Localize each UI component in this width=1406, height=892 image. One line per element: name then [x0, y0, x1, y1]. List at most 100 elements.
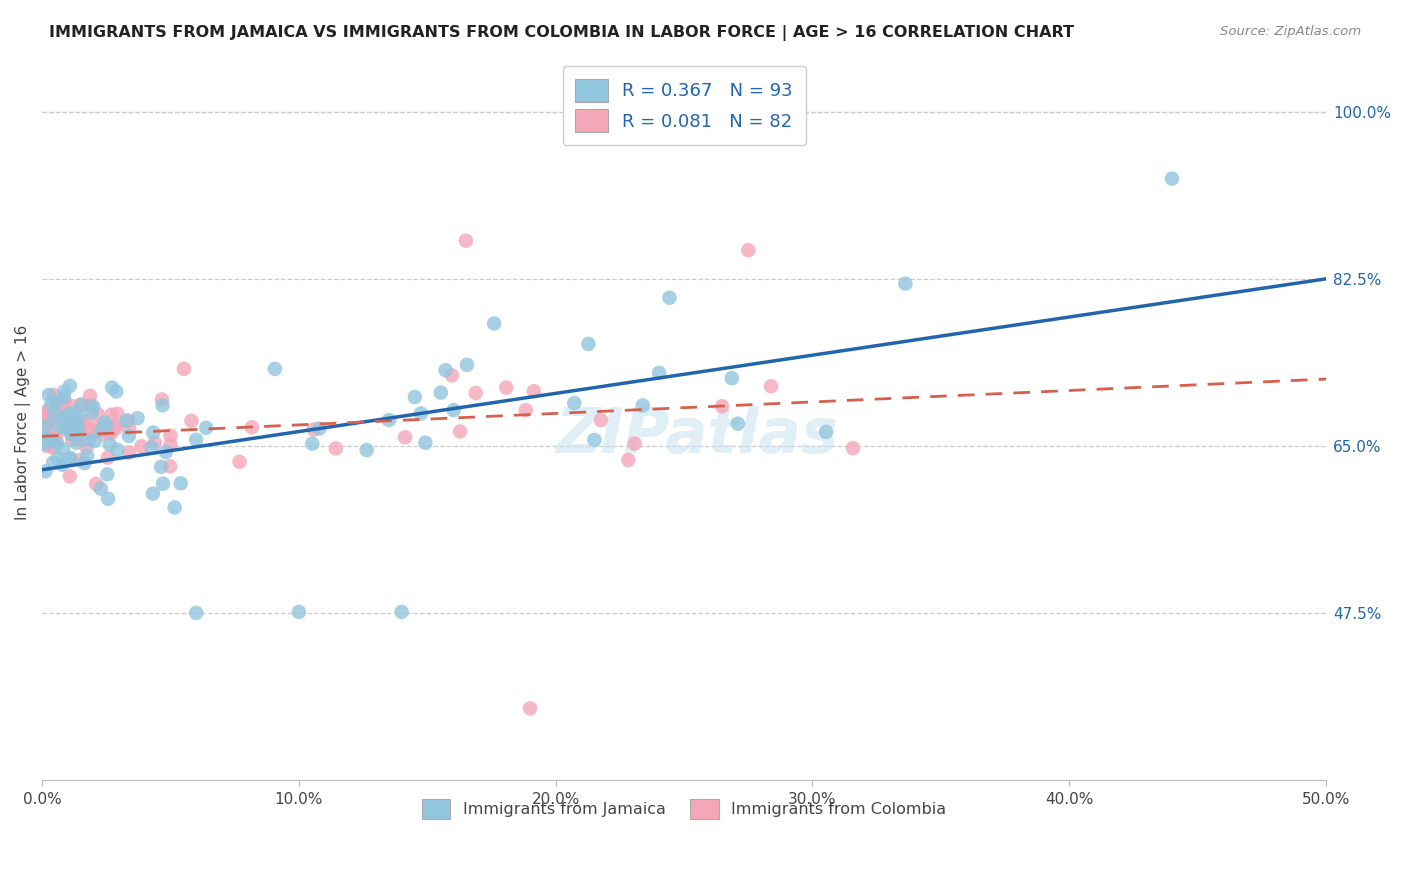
Point: [44, 409, 66, 423]
Point: [51, 458, 73, 472]
Point: [440, 368, 463, 383]
Point: [62, 400, 84, 414]
Point: [39, 413, 62, 427]
Point: [37, 429, 59, 443]
Point: [42, 388, 65, 402]
Point: [45, 395, 67, 409]
Point: [228, 455, 250, 469]
Point: [90, 427, 112, 442]
Point: [52, 411, 75, 425]
Point: [63, 405, 86, 419]
Point: [159, 438, 181, 452]
Point: [66, 428, 89, 442]
Point: [98, 425, 121, 440]
Point: [73, 456, 96, 470]
Point: [60, 410, 83, 425]
Point: [127, 411, 149, 425]
Point: [142, 486, 165, 500]
Point: [727, 417, 749, 431]
Point: [737, 243, 759, 257]
Point: [142, 425, 165, 440]
Point: [52, 442, 75, 457]
Point: [65, 435, 87, 450]
Point: [55, 423, 77, 437]
Point: [617, 453, 640, 467]
Point: [55, 409, 77, 424]
Point: [100, 425, 122, 440]
Point: [41, 434, 63, 448]
Point: [150, 459, 173, 474]
Point: [302, 423, 325, 437]
Point: [66, 425, 89, 440]
Point: [454, 234, 477, 248]
Point: [38, 388, 60, 402]
Point: [58, 420, 80, 434]
Point: [288, 605, 311, 619]
Point: [97, 491, 120, 506]
Point: [404, 390, 426, 404]
Y-axis label: In Labor Force | Age > 16: In Labor Force | Age > 16: [15, 325, 31, 520]
Point: [56, 453, 79, 467]
Point: [118, 429, 141, 443]
Point: [52, 403, 75, 417]
Point: [180, 414, 202, 428]
Point: [464, 386, 486, 401]
Point: [79, 389, 101, 403]
Point: [77, 433, 100, 447]
Point: [63, 426, 86, 441]
Point: [80, 406, 103, 420]
Point: [69, 453, 91, 467]
Point: [83, 434, 105, 448]
Point: [96, 467, 118, 482]
Point: [107, 407, 129, 421]
Point: [101, 380, 124, 394]
Point: [45, 395, 67, 409]
Point: [97, 450, 120, 465]
Point: [35, 419, 58, 434]
Point: [67, 409, 90, 424]
Point: [356, 443, 378, 458]
Point: [434, 363, 457, 377]
Point: [34, 409, 56, 424]
Text: IMMIGRANTS FROM JAMAICA VS IMMIGRANTS FROM COLOMBIA IN LABOR FORCE | AGE > 16 CO: IMMIGRANTS FROM JAMAICA VS IMMIGRANTS FR…: [49, 25, 1074, 41]
Point: [60, 427, 83, 442]
Point: [378, 413, 401, 427]
Point: [105, 384, 128, 399]
Point: [815, 425, 838, 439]
Point: [42, 455, 65, 469]
Point: [66, 421, 89, 435]
Point: [34, 437, 56, 451]
Point: [53, 393, 76, 408]
Point: [90, 482, 112, 496]
Point: [103, 419, 125, 434]
Point: [720, 371, 742, 385]
Point: [415, 435, 437, 450]
Point: [86, 424, 108, 438]
Point: [391, 605, 413, 619]
Point: [163, 500, 186, 515]
Point: [301, 436, 323, 450]
Point: [623, 436, 645, 450]
Point: [118, 445, 141, 459]
Point: [53, 384, 76, 399]
Point: [59, 450, 82, 465]
Point: [523, 384, 546, 399]
Point: [48, 419, 70, 434]
Point: [34, 431, 56, 445]
Point: [70, 398, 93, 412]
Point: [52, 420, 75, 434]
Point: [60, 427, 83, 442]
Point: [159, 459, 181, 474]
Point: [56, 408, 79, 422]
Point: [70, 397, 93, 411]
Point: [186, 606, 208, 620]
Point: [96, 420, 118, 434]
Point: [90, 423, 112, 437]
Point: [759, 379, 782, 393]
Point: [52, 390, 75, 404]
Point: [100, 408, 122, 422]
Point: [456, 358, 478, 372]
Point: [35, 439, 58, 453]
Point: [143, 435, 166, 450]
Point: [264, 362, 287, 376]
